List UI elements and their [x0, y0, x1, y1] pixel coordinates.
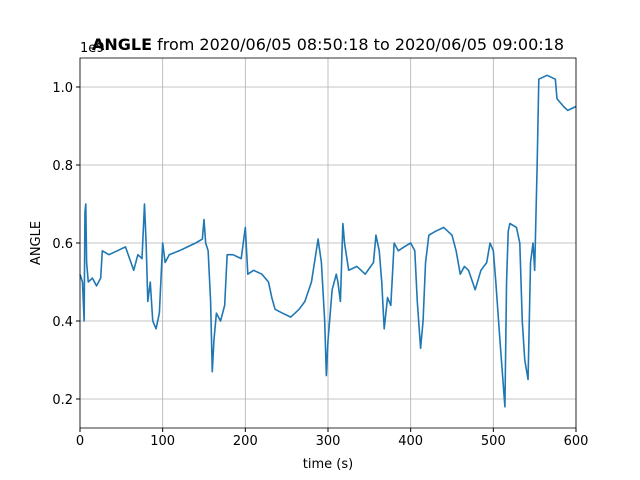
y-tick-label: 0.2 — [52, 393, 73, 408]
plot-frame — [79, 57, 577, 429]
x-tick-label: 0 — [76, 434, 84, 449]
x-tick-label: 200 — [233, 434, 258, 449]
y-tick-label: 0.8 — [52, 159, 73, 174]
x-tick-label: 400 — [398, 434, 423, 449]
x-tick-label: 600 — [564, 434, 589, 449]
y-offset-label: 1e9 — [80, 41, 105, 56]
x-axis-label: time (s) — [303, 457, 353, 472]
x-tick-label: 300 — [316, 434, 341, 449]
y-tick-label: 0.6 — [52, 237, 73, 252]
title-bold: ANGLE — [92, 35, 152, 54]
chart-title: ANGLE from 2020/06/05 08:50:18 to 2020/0… — [92, 35, 564, 54]
y-tick-label: 0.4 — [52, 315, 73, 330]
y-axis-label: ANGLE — [29, 221, 44, 265]
x-tick-label: 100 — [150, 434, 175, 449]
y-tick-label: 1.0 — [52, 81, 73, 96]
data-line — [79, 74, 577, 408]
x-tick-label: 500 — [481, 434, 506, 449]
title-text: from 2020/06/05 08:50:18 to 2020/06/05 0… — [157, 35, 564, 54]
